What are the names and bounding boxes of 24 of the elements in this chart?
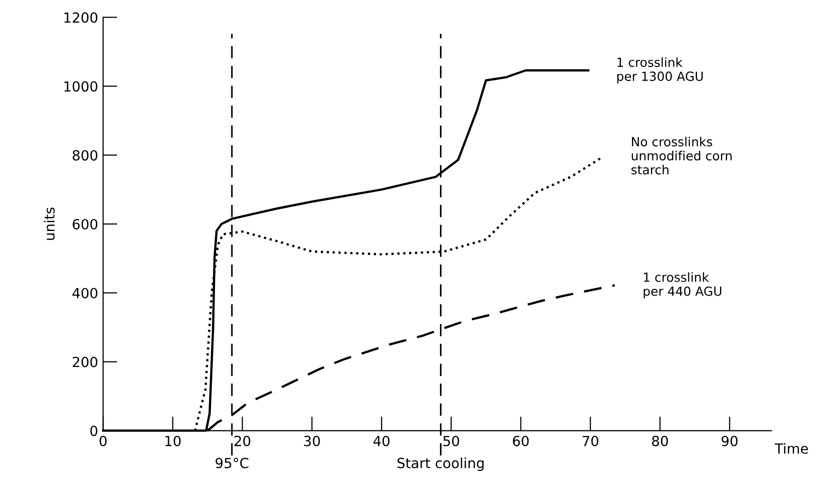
text: No crosslinks unmodified corn starch xyxy=(631,136,732,174)
y-axis-title: units xyxy=(44,208,55,240)
y-tick-label: 400 xyxy=(72,288,98,298)
x-axis-title: Time xyxy=(774,443,808,454)
x-tick-label: 70 xyxy=(582,436,598,446)
x-tick-label: 90 xyxy=(722,436,738,446)
y-tick-label: 0 xyxy=(90,426,98,436)
ref-line-label: 95°C xyxy=(216,458,248,468)
x-tick-label: 30 xyxy=(304,436,320,446)
y-tick-label: 1200 xyxy=(64,12,98,23)
x-tick-label: 80 xyxy=(652,436,668,446)
y-tick-label: 600 xyxy=(72,218,98,230)
x-tick-label: 60 xyxy=(512,436,529,446)
y-tick-label: 1000 xyxy=(64,81,98,92)
y-tick-label: 800 xyxy=(72,150,98,161)
x-tick-label: 20 xyxy=(234,436,250,446)
ref-line-label: Start cooling xyxy=(397,458,484,471)
x-tick-label: 40 xyxy=(373,436,390,446)
x-tick-label: 10 xyxy=(165,436,181,446)
text: 1 crosslink per 440 AGU xyxy=(644,272,722,298)
x-tick-label: 0 xyxy=(100,436,107,446)
text: 1 crosslink per 1300 AGU xyxy=(617,57,703,84)
x-tick-label: 50 xyxy=(443,436,460,446)
y-tick-label: 200 xyxy=(72,356,98,368)
